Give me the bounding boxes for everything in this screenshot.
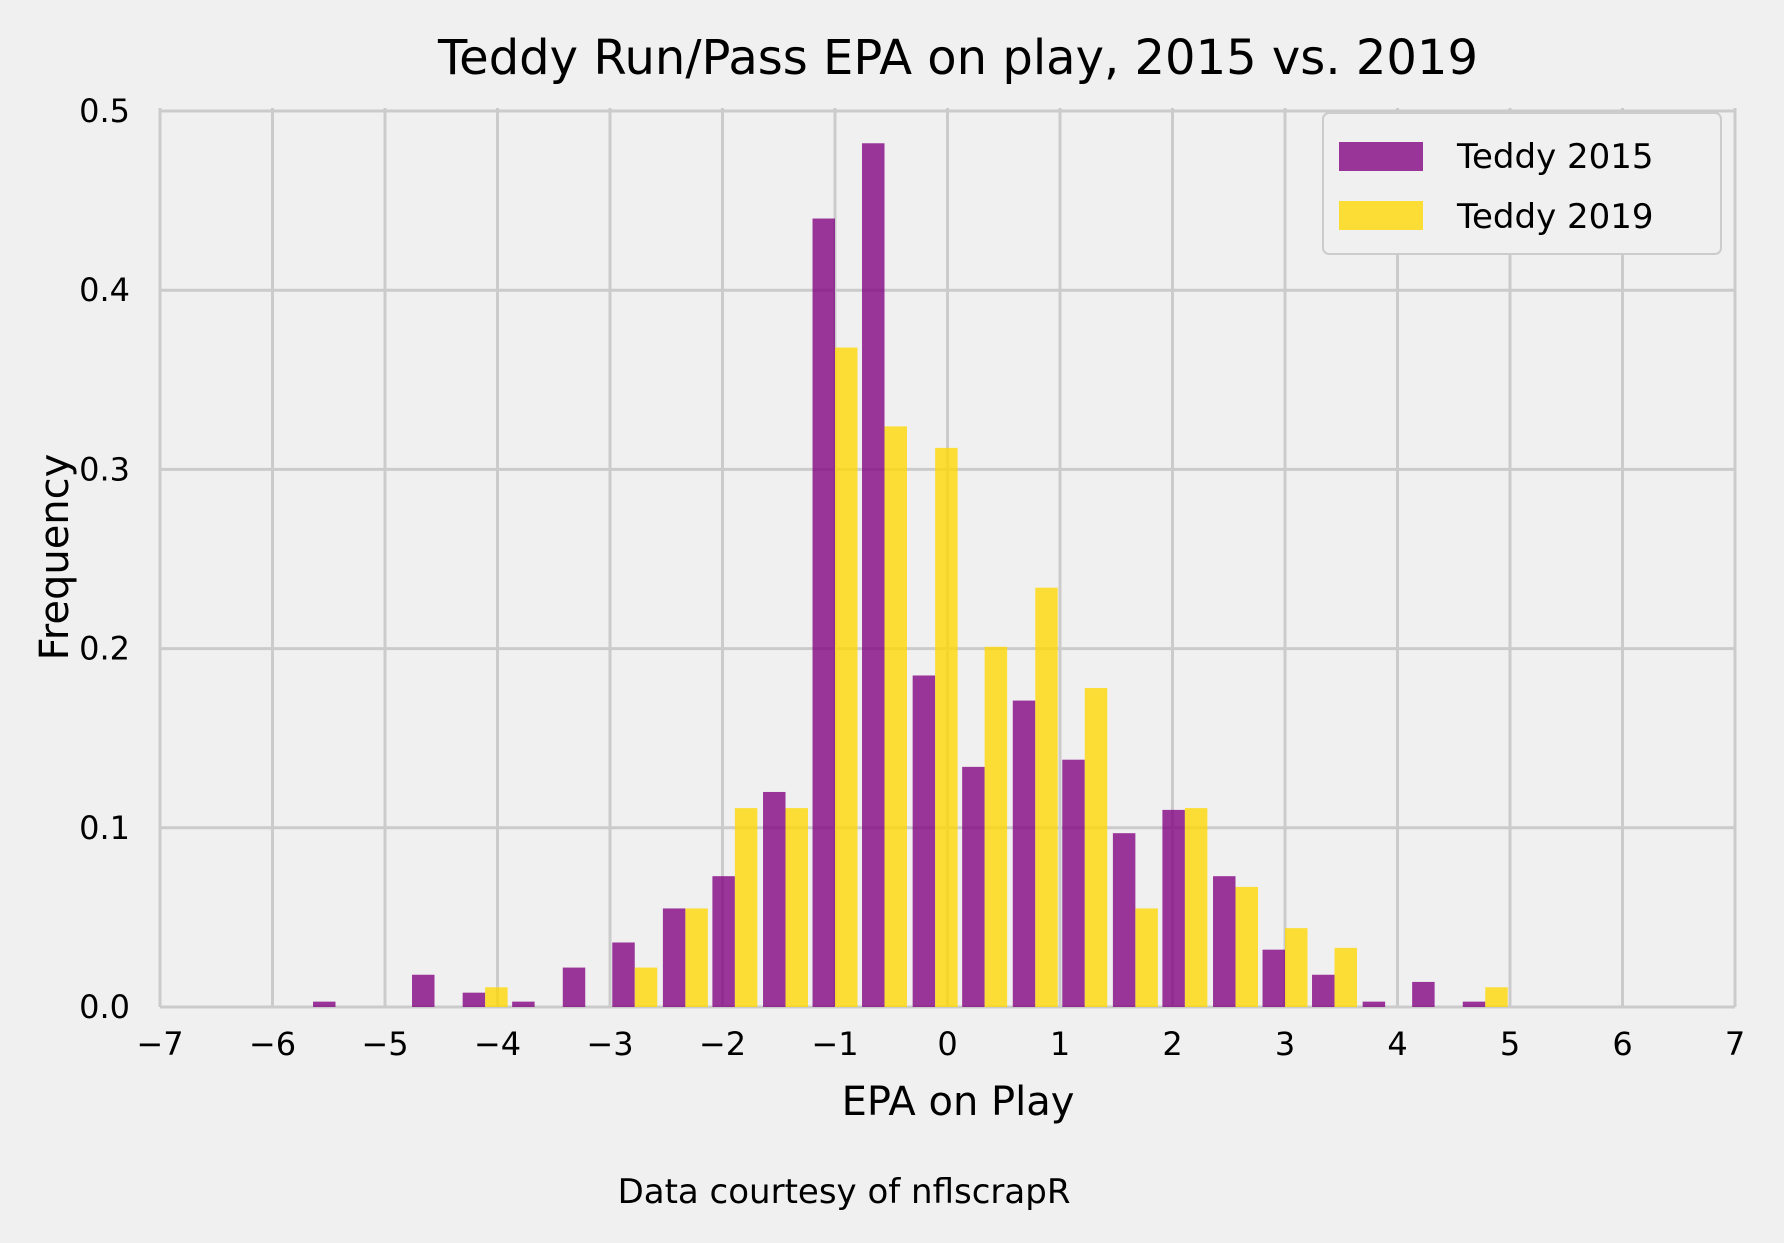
bar-teddy-2015 <box>662 908 686 1007</box>
bar-teddy-2019 <box>1285 928 1308 1007</box>
x-tick-label: −7 <box>136 1025 183 1063</box>
x-tick-label: 6 <box>1612 1025 1632 1063</box>
y-tick-label: 0.0 <box>79 988 130 1026</box>
x-tick-label: −6 <box>249 1025 296 1063</box>
x-tick-label: 4 <box>1387 1025 1407 1063</box>
bar-teddy-2019 <box>685 908 708 1007</box>
bar-teddy-2015 <box>1462 1001 1486 1007</box>
histogram-bars <box>313 143 1508 1008</box>
x-tick-label: −4 <box>474 1025 521 1063</box>
bar-teddy-2019 <box>1135 908 1158 1007</box>
bar-teddy-2015 <box>1112 833 1136 1007</box>
bar-teddy-2015 <box>612 942 635 1007</box>
bar-teddy-2019 <box>1084 688 1108 1007</box>
bar-teddy-2015 <box>912 675 936 1007</box>
legend-label-teddy-2015: Teddy 2015 <box>1456 137 1654 177</box>
bar-teddy-2015 <box>462 992 486 1007</box>
bar-teddy-2015 <box>812 218 835 1007</box>
bar-teddy-2015 <box>1362 1001 1386 1007</box>
bar-teddy-2019 <box>935 447 958 1007</box>
legend-swatch-teddy-2015 <box>1339 142 1423 171</box>
bar-teddy-2015 <box>962 766 985 1007</box>
x-tick-label: −2 <box>699 1025 746 1063</box>
chart-title: Teddy Run/Pass EPA on play, 2015 vs. 201… <box>437 30 1478 86</box>
bar-teddy-2019 <box>634 967 658 1007</box>
bar-teddy-2015 <box>1062 759 1085 1007</box>
y-tick-label: 0.4 <box>79 271 130 309</box>
y-tick-label: 0.5 <box>79 92 130 130</box>
bar-teddy-2019 <box>785 808 808 1007</box>
bar-teddy-2015 <box>1162 809 1185 1007</box>
bar-teddy-2015 <box>512 1001 535 1007</box>
bar-teddy-2019 <box>884 426 907 1008</box>
bar-teddy-2019 <box>1184 808 1208 1007</box>
bar-teddy-2015 <box>1412 981 1435 1007</box>
bar-teddy-2015 <box>313 1001 336 1007</box>
bar-teddy-2015 <box>1012 700 1036 1007</box>
y-tick-label: 0.1 <box>79 809 130 847</box>
x-tick-label: 2 <box>1162 1025 1182 1063</box>
bar-teddy-2019 <box>1235 886 1258 1007</box>
y-axis-ticks: 0.0 0.1 0.2 0.3 0.4 0.5 <box>79 92 130 1026</box>
bar-teddy-2019 <box>734 808 758 1007</box>
grid-lines <box>158 108 1737 1009</box>
x-tick-label: 7 <box>1725 1025 1745 1063</box>
bar-teddy-2015 <box>712 876 735 1007</box>
bar-teddy-2015 <box>862 143 885 1008</box>
y-tick-label: 0.3 <box>79 450 130 488</box>
legend-swatch-teddy-2019 <box>1339 201 1423 230</box>
bar-teddy-2019 <box>1334 947 1357 1007</box>
bar-teddy-2019 <box>1035 587 1058 1007</box>
bar-teddy-2015 <box>1262 949 1285 1007</box>
x-tick-label: −5 <box>361 1025 408 1063</box>
y-axis-label: Frequency <box>32 454 78 661</box>
x-tick-label: 5 <box>1500 1025 1520 1063</box>
x-axis-label: EPA on Play <box>842 1079 1075 1125</box>
bar-teddy-2015 <box>412 974 435 1007</box>
x-tick-label: 1 <box>1050 1025 1070 1063</box>
bar-teddy-2019 <box>485 987 508 1007</box>
data-source-caption: Data courtesy of nflscrapR <box>618 1172 1071 1212</box>
bar-teddy-2019 <box>984 646 1008 1007</box>
bar-teddy-2019 <box>835 347 858 1007</box>
legend-label-teddy-2019: Teddy 2019 <box>1456 197 1654 237</box>
bar-teddy-2019 <box>1485 987 1508 1007</box>
bar-teddy-2015 <box>1213 876 1236 1007</box>
bar-teddy-2015 <box>763 791 786 1007</box>
y-tick-label: 0.2 <box>79 630 130 668</box>
x-tick-label: 3 <box>1275 1025 1295 1063</box>
x-tick-label: 0 <box>937 1025 957 1063</box>
chart-legend: Teddy 2015 Teddy 2019 <box>1322 112 1722 255</box>
bar-teddy-2015 <box>562 967 586 1007</box>
bar-teddy-2015 <box>1312 974 1335 1007</box>
x-tick-label: −1 <box>811 1025 858 1063</box>
x-axis-ticks: −7 −6 −5 −4 −3 −2 −1 0 1 2 3 4 5 6 7 <box>136 1025 1745 1063</box>
x-tick-label: −3 <box>586 1025 633 1063</box>
